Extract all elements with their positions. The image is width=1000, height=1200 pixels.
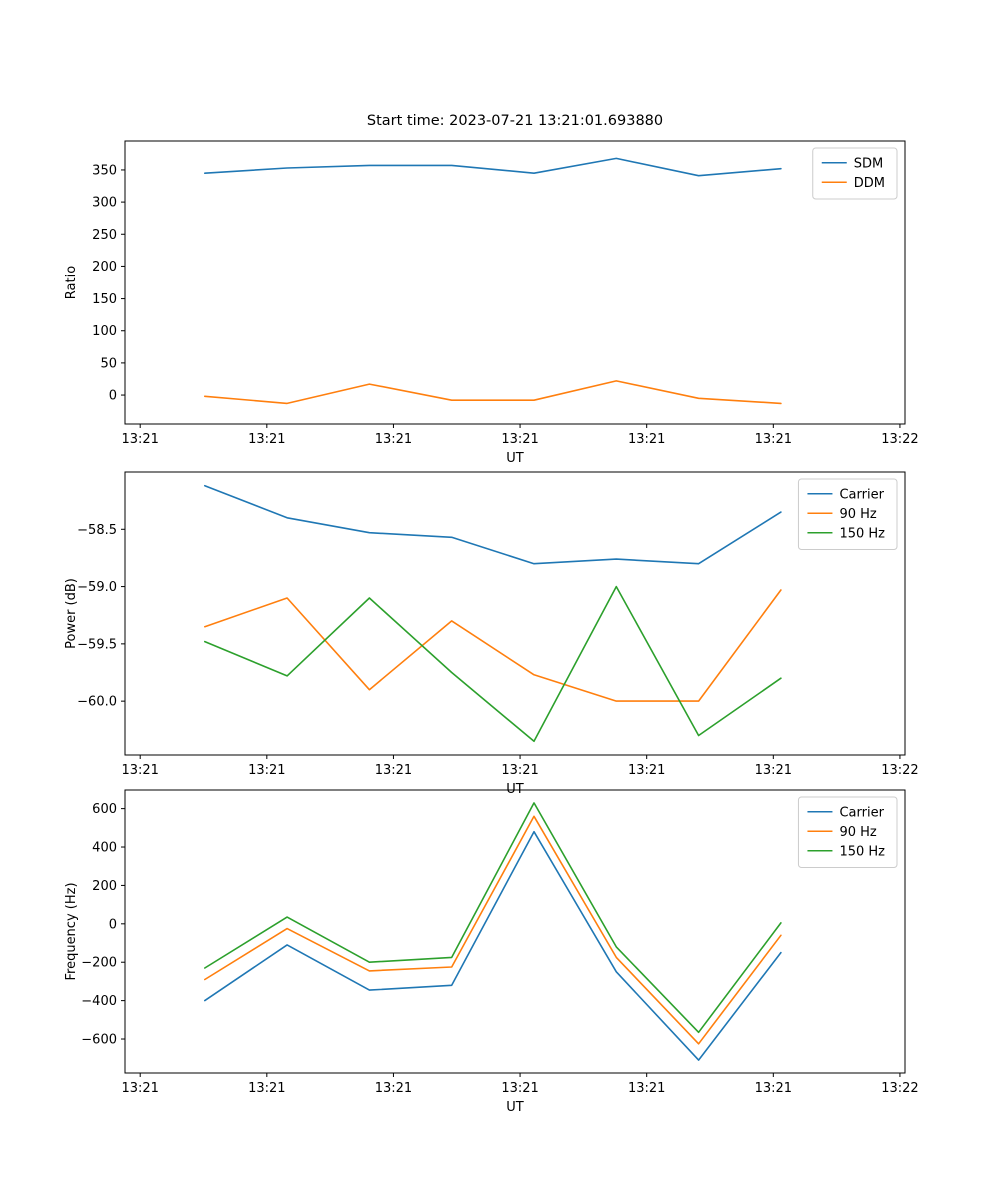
y-tick-label: −59.5 <box>77 637 117 652</box>
y-tick-label: 600 <box>92 802 117 817</box>
x-tick-label: 13:21 <box>628 432 665 447</box>
axes-frame <box>124 140 906 425</box>
y-tick-label: 0 <box>109 389 117 404</box>
x-tick-label: 13:21 <box>501 1081 538 1096</box>
legend: Carrier 90 Hz 150 Hz <box>797 478 898 550</box>
x-tick-label: 13:21 <box>248 1081 285 1096</box>
legend-label: 150 Hz <box>839 844 885 859</box>
y-tick-label: 200 <box>92 879 117 894</box>
legend-box <box>797 478 898 550</box>
legend-label: 150 Hz <box>839 526 885 541</box>
series-line-sdm <box>204 157 782 177</box>
x-tick-label: 13:22 <box>881 432 918 447</box>
x-tick-label: 13:21 <box>755 1081 792 1096</box>
series-line-carrier <box>204 484 782 565</box>
legend-box <box>812 147 898 200</box>
y-axis-label: Power (dB) <box>64 578 79 649</box>
legend-label: DDM <box>854 176 885 191</box>
legend-label: 90 Hz <box>839 825 876 840</box>
x-axis-label: UT <box>506 451 524 466</box>
y-tick-label: 350 <box>92 163 117 178</box>
x-tick-label: 13:21 <box>501 432 538 447</box>
x-tick-label: 13:21 <box>121 432 158 447</box>
legend-label: SDM <box>854 156 883 171</box>
series-line-150-hz <box>204 802 782 1034</box>
y-tick-label: 100 <box>92 324 117 339</box>
y-tick-label: −60.0 <box>77 695 117 710</box>
legend: SDM DDM <box>812 147 898 200</box>
x-tick-label: 13:21 <box>248 432 285 447</box>
y-tick-label: −59.0 <box>77 580 117 595</box>
plot-ratio: 13:21 13:21 13:21 13:21 13:21 13:21 13:22 0 50 10… <box>64 140 919 466</box>
y-axis-label: Ratio <box>64 266 79 299</box>
y-tick-label: −600 <box>81 1033 117 1048</box>
series-line-90-hz <box>204 815 782 1045</box>
plot-power: 13:21 13:21 13:21 13:21 13:21 13:21 13:22 −60.0… <box>64 471 919 797</box>
x-tick-label: 13:21 <box>755 763 792 778</box>
x-tick-label: 13:22 <box>881 1081 918 1096</box>
axes-frame <box>124 471 906 756</box>
series-line-150-hz <box>204 585 782 743</box>
y-tick-label: 400 <box>92 841 117 856</box>
x-tick-label: 13:21 <box>375 1081 412 1096</box>
x-axis-label: UT <box>506 1100 524 1115</box>
y-tick-label: 250 <box>92 228 117 243</box>
y-tick-label: 300 <box>92 196 117 211</box>
y-tick-label: −58.5 <box>77 523 117 538</box>
x-tick-label: 13:21 <box>375 432 412 447</box>
x-tick-label: 13:21 <box>121 763 158 778</box>
legend-label: Carrier <box>839 487 884 502</box>
legend-box <box>797 796 898 868</box>
y-tick-label: −200 <box>81 956 117 971</box>
x-tick-label: 13:21 <box>375 763 412 778</box>
series-line-carrier <box>204 830 782 1061</box>
y-tick-label: 200 <box>92 260 117 275</box>
x-tick-label: 13:21 <box>501 763 538 778</box>
x-tick-label: 13:22 <box>881 763 918 778</box>
axes-frame <box>124 789 906 1074</box>
x-tick-label: 13:21 <box>755 432 792 447</box>
legend-label: Carrier <box>839 805 884 820</box>
series-line-ddm <box>204 380 782 405</box>
figure-title: Start time: 2023-07-21 13:21:01.693880 <box>366 113 664 129</box>
y-tick-label: 50 <box>100 356 117 371</box>
x-tick-label: 13:21 <box>248 763 285 778</box>
legend-label: 90 Hz <box>839 507 876 522</box>
y-tick-label: −400 <box>81 994 117 1009</box>
x-tick-label: 13:21 <box>121 1081 158 1096</box>
x-tick-label: 13:21 <box>628 1081 665 1096</box>
legend: Carrier 90 Hz 150 Hz <box>797 796 898 868</box>
x-tick-label: 13:21 <box>628 763 665 778</box>
series-line-90-hz <box>204 589 782 702</box>
plot-frequency: 13:21 13:21 13:21 13:21 13:21 13:21 13:22 −600 −… <box>64 789 919 1115</box>
y-tick-label: 0 <box>109 917 117 932</box>
y-tick-label: 150 <box>92 292 117 307</box>
y-axis-label: Frequency (Hz) <box>64 882 79 980</box>
